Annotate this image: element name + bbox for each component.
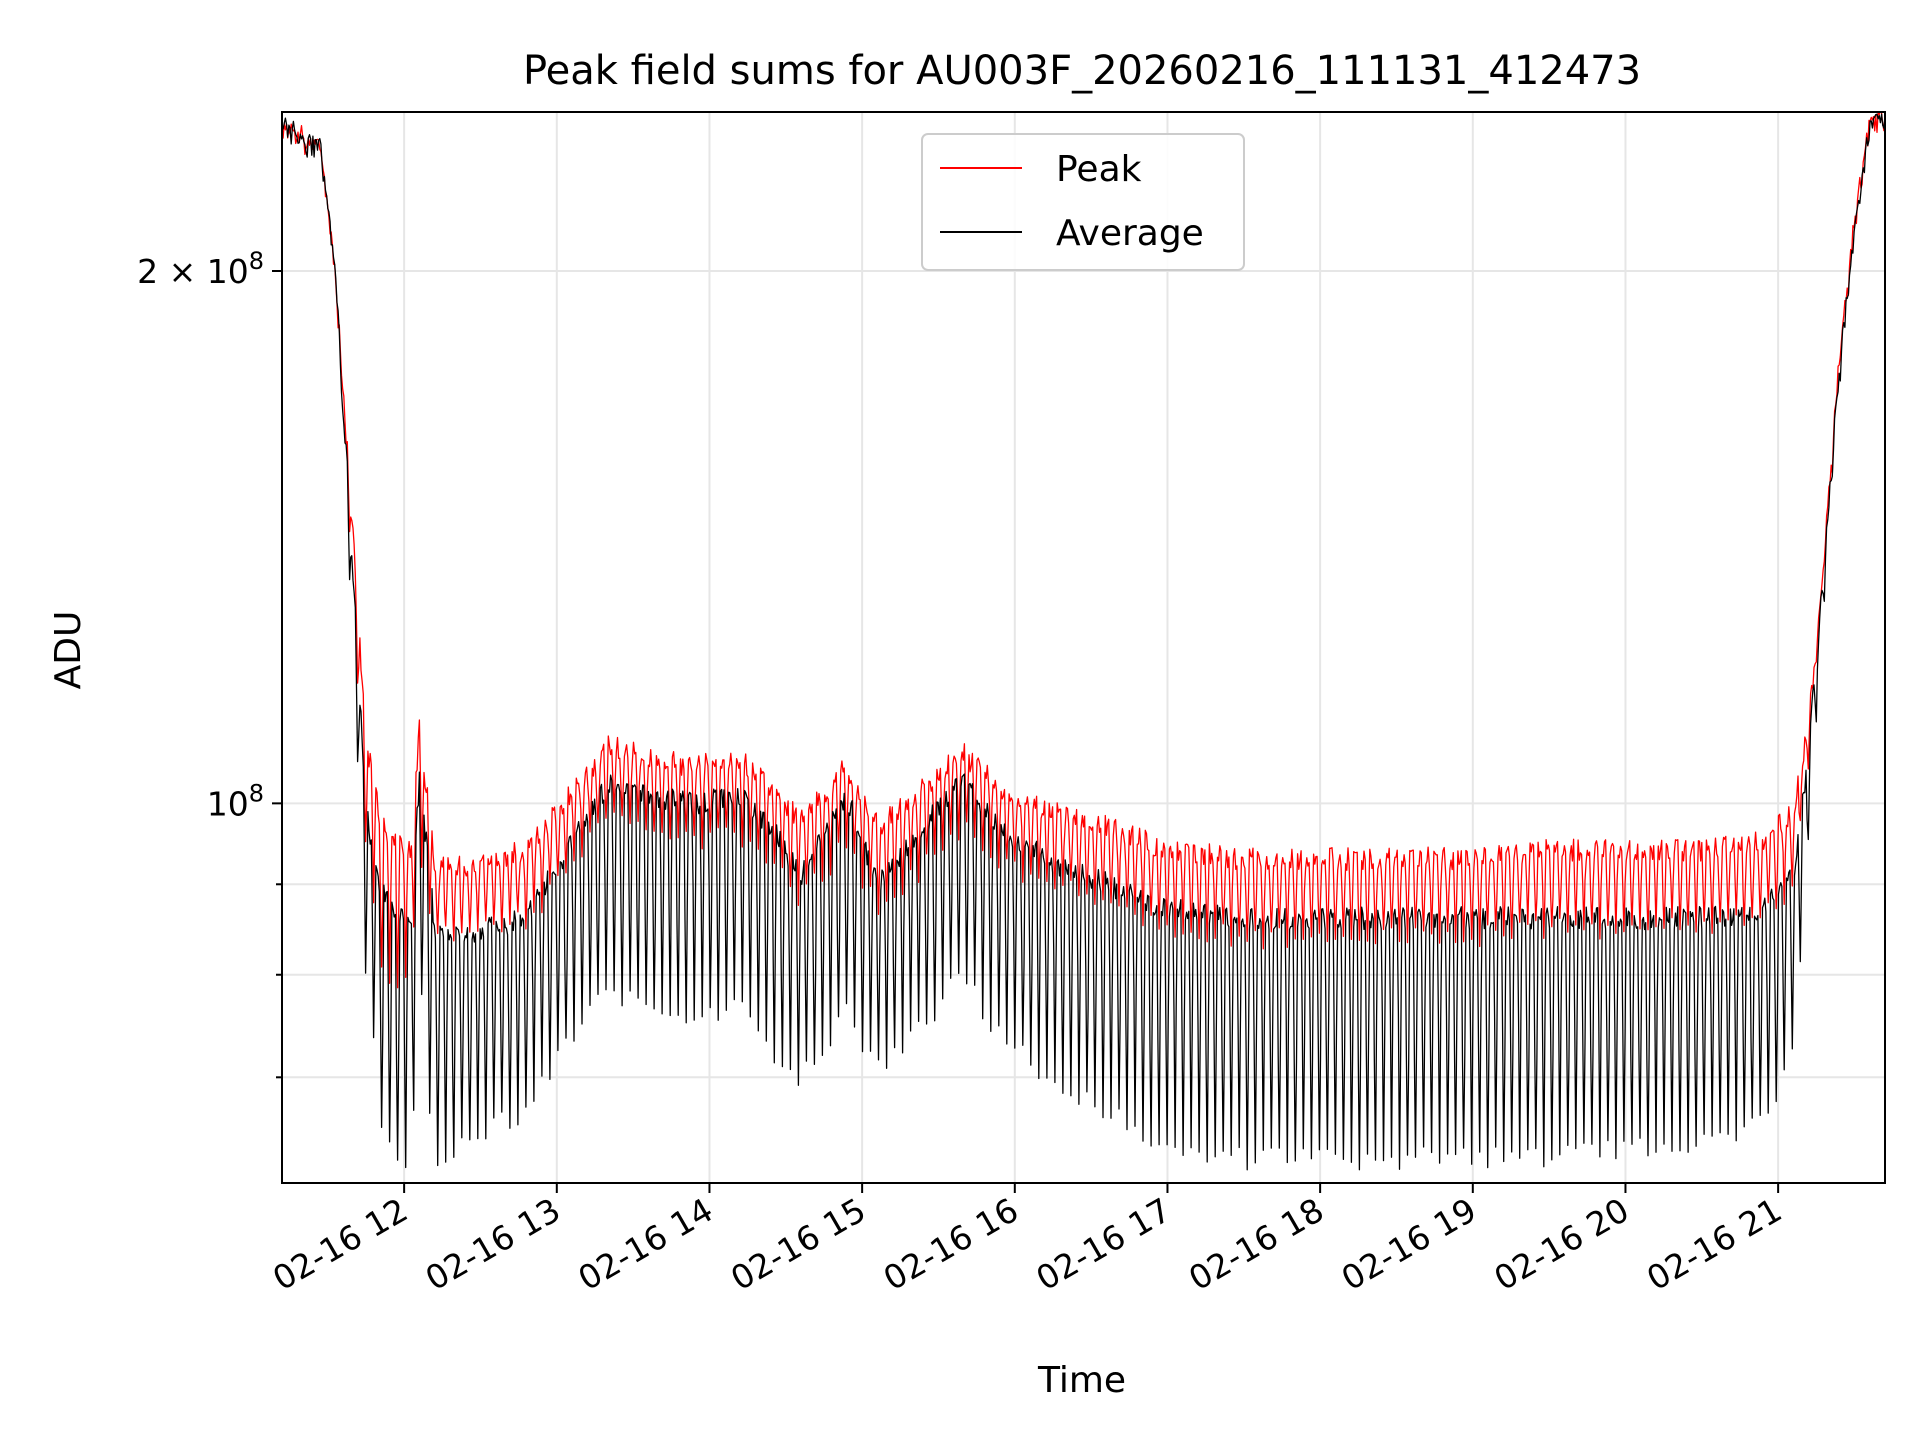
y-tick-label: 2 × 108 bbox=[137, 247, 264, 291]
x-axis-label: Time bbox=[1037, 1360, 1126, 1401]
series-layer bbox=[282, 112, 1885, 1171]
legend-average-label: Average bbox=[1056, 213, 1204, 254]
series-average-line bbox=[282, 113, 1885, 1171]
y-tick-label: 108 bbox=[207, 779, 264, 823]
legend: Peak Average bbox=[921, 133, 1245, 271]
y-axis-label: ADU bbox=[48, 611, 89, 690]
chart-title: Peak field sums for AU003F_20260216_1111… bbox=[523, 48, 1641, 94]
plot-frame bbox=[281, 111, 1886, 1184]
series-peak-line bbox=[282, 112, 1885, 989]
legend-peak-label: Peak bbox=[1056, 149, 1142, 190]
y-axis: 108 2 × 108 bbox=[137, 247, 282, 1079]
